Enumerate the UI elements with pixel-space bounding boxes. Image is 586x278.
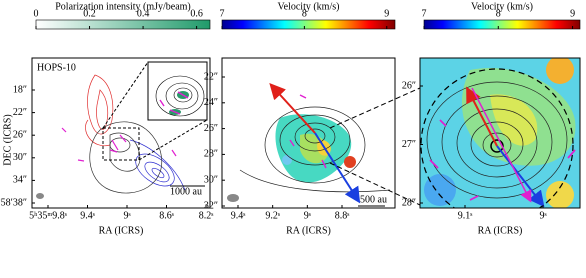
y-axis-label: DEC (ICRS) [2, 114, 13, 165]
y-tick-label: 24″ [204, 97, 218, 108]
y-tick-label: 22″ [13, 107, 27, 118]
colorbar-tick-label: 8 [302, 8, 307, 19]
x-tick-label: 8.8ˢ [335, 210, 350, 221]
x-tick-label: 9.2ˢ [265, 210, 280, 221]
colorbar [423, 19, 581, 30]
panel-3-image [419, 57, 581, 209]
colorbar-title: Velocity (km/s) [278, 1, 340, 12]
x-tick-label: 9.1ˢ [458, 210, 473, 221]
y-tick-label: 26″ [204, 123, 218, 134]
y-tick-label: 28″ [402, 197, 416, 208]
x-tick-label: 9.4ˢ [231, 210, 246, 221]
x-axis-label: RA (ICRS) [99, 225, 144, 236]
panel-2-image [221, 57, 421, 209]
x-tick-label: 9ˢ [304, 210, 311, 221]
panel-label: HOPS-10 [37, 62, 76, 73]
colorbar-tick-label: 9 [384, 8, 389, 19]
x-tick-label: 5ʰ35ᵐ9.8ˢ [29, 210, 67, 221]
y-tick-label: -5°58′38″ [0, 197, 27, 208]
y-tick-label: 27″ [402, 139, 416, 150]
x-axis-label: RA (ICRS) [478, 225, 523, 236]
y-tick-label: 26″ [13, 129, 27, 140]
colorbar-tick-label: 9 [570, 8, 575, 19]
x-axis-label: RA (ICRS) [286, 225, 331, 236]
colorbar-tick-label: 8 [496, 8, 501, 19]
colorbar-tick-label: 0 [34, 8, 39, 19]
colorbar-tick-label: 7 [422, 8, 427, 19]
scale-bar-label: 500 au [360, 194, 387, 205]
panel-1-image [31, 57, 211, 209]
y-tick-label: 30″ [13, 152, 27, 163]
colorbar [35, 19, 211, 30]
colorbar-title: Polarization intensity (mJy/beam) [55, 1, 191, 12]
colorbar-title: Velocity (km/s) [471, 1, 533, 12]
x-tick-label: 9.4ˢ [80, 210, 95, 221]
x-tick-label: 8.6ˢ [159, 210, 174, 221]
y-tick-label: 30″ [204, 174, 218, 185]
y-tick-label: 22″ [204, 71, 218, 82]
y-tick-label: 34″ [13, 175, 27, 186]
x-tick-label: 8.2ˢ [199, 210, 214, 221]
colorbar-tick-label: 0.6 [190, 8, 203, 19]
x-tick-label: 9ˢ [539, 210, 546, 221]
colorbar-tick-label: 0.2 [83, 8, 96, 19]
y-tick-label: 32″ [204, 200, 218, 211]
y-tick-label: 18″ [13, 84, 27, 95]
y-tick-label: 26″ [402, 80, 416, 91]
y-tick-label: 28″ [204, 149, 218, 160]
colorbar-tick-label: 0.4 [137, 8, 150, 19]
scale-bar-label: 1000 au [170, 186, 202, 197]
colorbar-tick-label: 7 [220, 8, 225, 19]
x-tick-label: 9ˢ [123, 210, 130, 221]
colorbar [221, 19, 396, 30]
